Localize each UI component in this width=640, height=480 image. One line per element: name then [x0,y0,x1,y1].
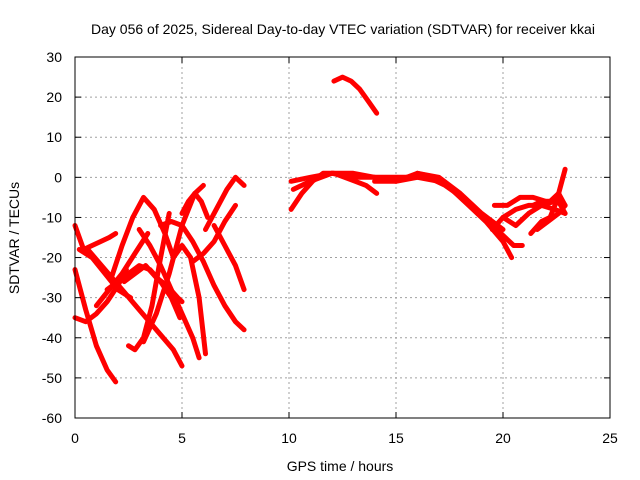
y-tick-label: 30 [46,49,62,65]
axis-ticks: 0 5 10 15 20 25 -60 -50 -40 -30 -20 -10 0 10 20 30 [42,49,618,446]
y-tick-label: -40 [42,330,62,346]
series-arc-17 [203,174,247,232]
series-arc-24 [414,170,515,261]
series-arc-29 [530,190,568,208]
series-arc-18 [211,223,247,293]
series-arc-16 [190,202,238,265]
x-tick-label: 25 [602,430,618,446]
data-series [72,74,568,385]
y-tick-label: 0 [54,169,62,185]
series-arc-14 [170,243,208,357]
series-arc-01 [72,223,119,252]
series-arc-11 [136,227,202,361]
y-tick-label: 10 [46,129,62,145]
y-axis-label: SDTVAR / TECUs [6,182,22,294]
series-arc-22 [331,74,380,116]
x-tick-label: 10 [281,430,297,446]
series-arc-31 [534,202,568,232]
x-axis-label: GPS time / hours [287,458,394,474]
series-arc-05 [85,247,185,369]
series-arc-21 [288,170,420,184]
series-arc-10 [126,210,172,353]
y-tick-label: 20 [46,89,62,105]
y-tick-label: -50 [42,370,62,386]
series-arc-02 [72,267,119,385]
gridlines [75,57,610,418]
chart-title: Day 056 of 2025, Sidereal Day-to-day VTE… [91,21,595,37]
series-arc-13 [158,219,247,333]
series-arc-15 [179,190,211,220]
y-tick-label: -10 [42,209,62,225]
y-tick-label: -30 [42,290,62,306]
y-tick-label: -60 [42,410,62,426]
x-tick-label: 15 [388,430,404,446]
y-tick-label: -20 [42,250,62,266]
series-arc-06 [93,231,151,309]
x-tick-label: 20 [495,430,511,446]
series-arc-25 [425,174,525,248]
plot-frame [74,56,611,419]
x-tick-label: 0 [71,430,79,446]
x-tick-label: 5 [178,430,186,446]
